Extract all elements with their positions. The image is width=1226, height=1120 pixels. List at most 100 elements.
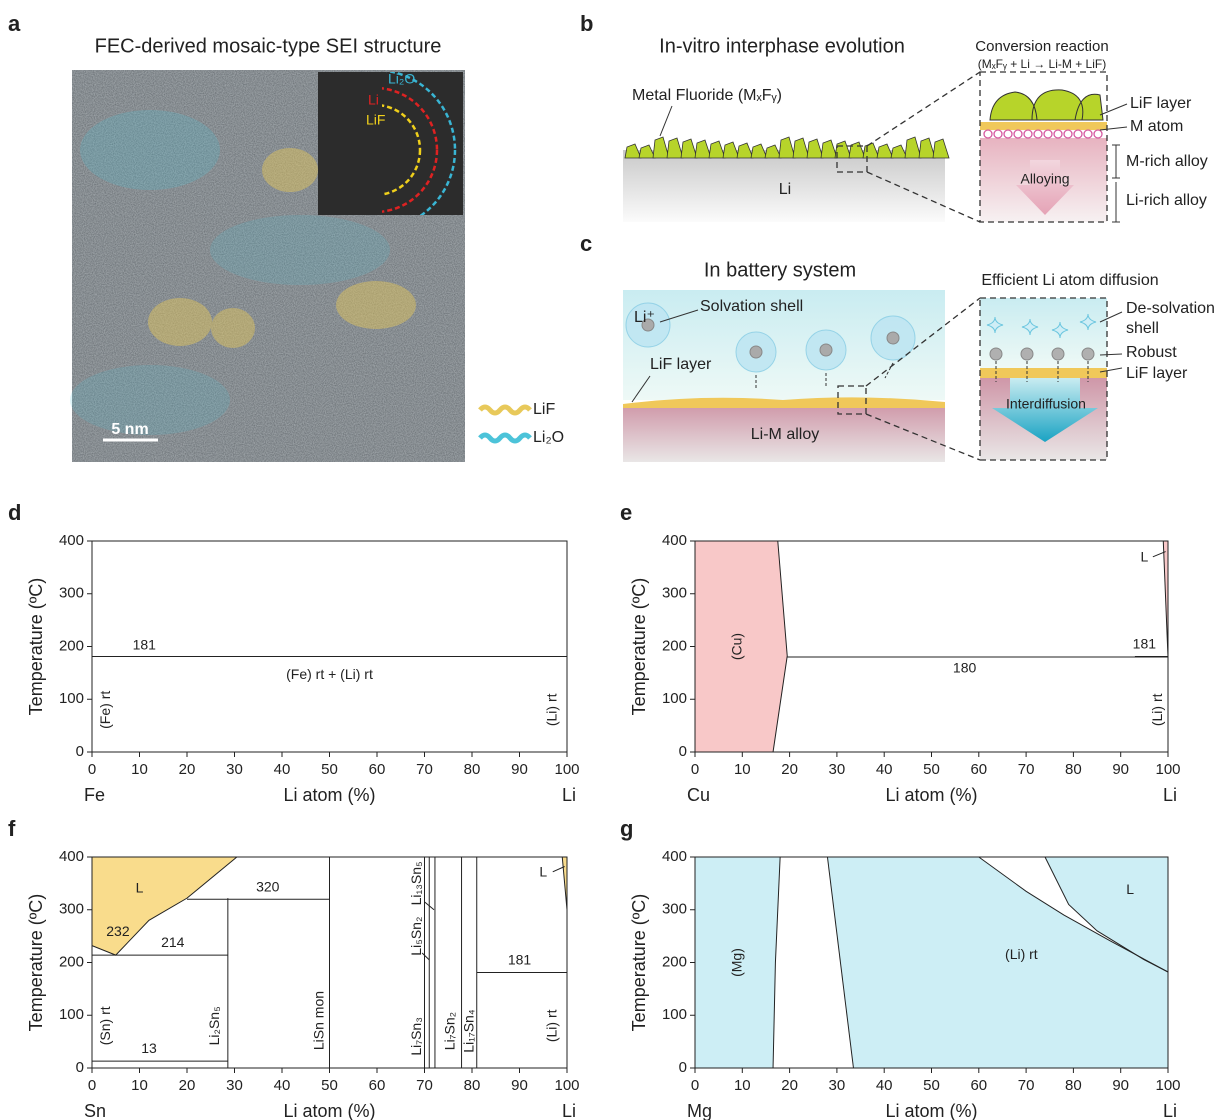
legend-swatch [480,435,530,441]
x-tick-label: 20 [179,761,196,778]
y-tick-label: 0 [76,1059,84,1076]
lif-domain [211,308,255,348]
x-tick-label: 90 [1112,761,1129,778]
robust-label: Robust [1126,344,1177,361]
x-tick-label: 100 [554,1077,579,1094]
panel-letter: a [8,11,21,36]
phase-label: (Li) rt [1149,693,1165,726]
li-atom [1052,348,1064,360]
panel-letter: g [620,816,633,841]
m-atom [994,130,1002,138]
desolvation-label: shell [1126,320,1159,337]
isotherm-label: 180 [953,659,977,675]
panel-letter: d [8,500,21,525]
x-tick-label: 80 [1065,1077,1082,1094]
x-tick-label: 60 [970,761,987,778]
x-axis-title: Li atom (%) [885,785,977,805]
phase-diagram: f32021413181232L(Sn) rtLi₂Sn₅LiSn monLi₇… [8,816,580,1120]
phase-label: L [1126,881,1134,897]
li2o-domain [210,215,390,285]
m-atom [1044,130,1052,138]
m-atom [1014,130,1022,138]
fluoride-particle [681,139,697,158]
x-tick-label: 90 [1112,1077,1129,1094]
y-tick-label: 400 [59,532,84,549]
y-tick-label: 0 [76,743,84,760]
x-tick-label: 70 [1018,761,1035,778]
lif-domain [336,281,416,329]
lif-strip [980,122,1107,130]
li-ion [820,344,832,356]
phase-label: (Li) rt [543,1009,559,1042]
alloying-label: Alloying [1020,171,1069,187]
x-tick-label: 20 [781,1077,798,1094]
y-tick-label: 200 [59,953,84,970]
x-tick-label: 60 [970,1077,987,1094]
isotherm-label: 320 [256,878,280,894]
x-tick-label: 60 [369,761,386,778]
x-tick-label: 70 [416,761,433,778]
fluoride-particle [990,90,1103,120]
phase-label: (Sn) rt [97,1006,113,1045]
lif-label: LiF layer [1130,95,1192,112]
x-tick-label: 40 [274,761,291,778]
panel-title: In battery system [704,259,856,281]
x-tick-label: 10 [734,761,751,778]
x-tick-label: 20 [179,1077,196,1094]
y-tick-label: 400 [662,848,687,865]
x-tick-label: 10 [131,761,148,778]
y-tick-label: 200 [59,637,84,654]
x-tick-label: 30 [226,1077,243,1094]
y-axis-title: Temperature (ºC) [629,894,649,1032]
panel-title: In-vitro interphase evolution [659,35,905,57]
isotherm-label: 214 [161,934,185,950]
panel-letter: b [580,11,593,36]
x-tick-label: 80 [464,761,481,778]
y-tick-label: 400 [59,848,84,865]
robust-label: LiF layer [1126,365,1188,382]
desolvation-label: De-solvation [1126,300,1215,317]
m-atom [1034,130,1042,138]
zoom-guide [867,72,980,146]
li-rich-label: Li-rich alloy [1126,192,1207,209]
y-axis-title: Temperature (ºC) [26,578,46,716]
m-atom [1084,130,1092,138]
isotherm-label: 13 [141,1040,157,1056]
li-ion [887,332,899,344]
x-tick-label: 10 [131,1077,148,1094]
x-tick-label: 50 [923,761,940,778]
y-axis-title: Temperature (ºC) [629,578,649,716]
left-element: Cu [687,785,710,805]
lif-domain [148,298,212,346]
fluoride-particle [933,139,949,158]
panel-title: FEC-derived mosaic-type SEI structure [95,35,442,57]
phase-label: (Li) rt [1005,946,1038,962]
x-tick-label: 100 [554,761,579,778]
phase-label: LiSn mon [311,991,327,1050]
figure: a FEC-derived mosaic-type SEI structure … [0,0,1226,1120]
x-tick-label: 90 [511,761,528,778]
phase-label: (Mg) [728,948,744,977]
fluoride-particles [625,137,949,158]
x-tick-label: 50 [321,1077,338,1094]
fluoride-label: Metal Fluoride (MₓFᵧ) [632,87,782,104]
interdiffusion-label: Interdiffusion [1006,396,1086,412]
y-tick-label: 300 [59,585,84,602]
x-tick-label: 40 [876,761,893,778]
legend-label: LiF [533,401,555,418]
phase-label: L [1140,549,1148,565]
phase-label: L [539,864,547,880]
fluoride-particle [695,140,711,158]
x-tick-label: 30 [829,1077,846,1094]
x-tick-label: 60 [369,1077,386,1094]
fluoride-particle [919,138,935,158]
m-atoms [984,130,1102,138]
phase-label: (Cu) [728,633,744,660]
fluoride-particle [653,137,669,158]
zoom-subtitle: (MₓFᵧ + Li → Li-M + LiF) [978,57,1106,71]
li2o-domain [80,110,220,190]
point-label: 232 [106,923,130,939]
y-tick-label: 100 [59,1006,84,1023]
lif-label: LiF layer [650,356,712,373]
